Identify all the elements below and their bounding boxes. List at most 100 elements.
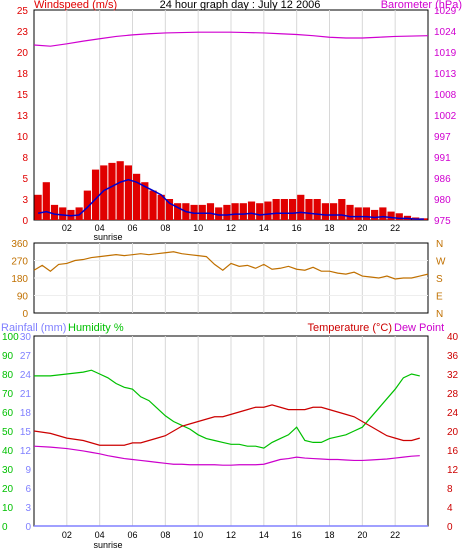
humidity-tick: 0	[2, 522, 8, 533]
temperature-tick: 16	[447, 446, 459, 457]
dew-point-line	[33, 445, 420, 466]
barometer-axis-label: Barometer (hPa)	[381, 0, 462, 11]
wind-peak-bar	[67, 209, 75, 220]
barometer-tick: 1019	[434, 48, 457, 59]
hour-tick: 14	[259, 530, 269, 540]
dew-point-axis-label: Dew Point	[394, 322, 444, 334]
wind-peak-bar	[100, 165, 108, 220]
windspeed-tick: 15	[17, 90, 29, 101]
barometer-tick: 1024	[434, 27, 457, 38]
barometer-tick: 1029	[434, 6, 457, 17]
wind-peak-bar	[165, 199, 174, 220]
sunrise-label-bottom: sunrise	[93, 540, 122, 550]
wind-baro-series	[33, 31, 429, 220]
temperature-tick: 24	[447, 408, 459, 419]
hour-tick: 20	[357, 530, 367, 540]
direction-degree-axis: 0 90 180 270 360	[11, 239, 28, 320]
temp-hour-axis: 02 04 06 08 10 12 14 16 18 20 22	[62, 530, 400, 540]
hour-tick: 06	[127, 530, 137, 540]
humidity-tick: 20	[2, 484, 14, 495]
windspeed-tick: 8	[22, 153, 28, 164]
wind-peak-bar	[256, 203, 264, 220]
humidity-tick: 50	[2, 427, 14, 438]
direction-grid	[34, 243, 428, 313]
rainfall-tick: 6	[25, 484, 31, 495]
wind-peak-bar	[83, 190, 91, 220]
barometer-tick: 991	[434, 153, 451, 164]
rainfall-axis: 0 3 6 9 12 15 18 21 24 27 30	[20, 332, 32, 533]
rainfall-tick: 12	[20, 446, 32, 457]
wind-peak-bar	[330, 203, 338, 220]
wind-peak-bar	[247, 201, 256, 220]
wind-peak-bar	[305, 199, 313, 220]
barometer-line	[33, 31, 429, 47]
barometer-tick: 1008	[434, 90, 457, 101]
windspeed-tick: 3	[22, 195, 28, 206]
rainfall-tick: 27	[20, 351, 32, 362]
rainfall-tick: 15	[20, 427, 32, 438]
wind-peak-bar	[264, 201, 272, 220]
hour-tick: 06	[127, 223, 137, 233]
humidity-line	[34, 369, 420, 449]
barometer-tick: 1002	[434, 111, 457, 122]
barometer-tick: 1013	[434, 69, 457, 80]
humidity-tick: 90	[2, 351, 14, 362]
wind-peak-bar	[346, 204, 354, 220]
windspeed-axis-label: Windspeed (m/s)	[34, 0, 117, 11]
hour-tick: 18	[324, 223, 334, 233]
chart-title: 24 hour graph day : July 12 2006	[160, 0, 321, 11]
wind-peak-bar	[362, 207, 371, 220]
wind-peak-bar	[338, 199, 346, 220]
barometer-tick: 997	[434, 132, 451, 143]
wind-peak-bar	[133, 173, 141, 220]
wind-peak-bar	[198, 204, 206, 220]
hour-tick: 12	[226, 530, 236, 540]
rainfall-tick: 24	[20, 370, 32, 381]
wind-peak-bar	[50, 204, 59, 220]
wind-peak-bar	[149, 190, 157, 220]
temperature-tick: 36	[447, 351, 459, 362]
hour-tick: 10	[193, 530, 203, 540]
humidity-tick: 100	[2, 332, 19, 343]
temp-humid-series	[33, 369, 428, 527]
humidity-tick: 80	[2, 370, 14, 381]
windspeed-tick: 23	[17, 27, 29, 38]
wind-peak-bar	[231, 203, 239, 220]
temperature-tick: 0	[447, 522, 453, 533]
humidity-tick: 10	[2, 503, 14, 514]
wind-peak-bar	[395, 213, 403, 220]
wind-peak-bar	[91, 169, 100, 220]
hour-tick: 12	[226, 223, 236, 233]
windspeed-tick: 0	[22, 216, 28, 227]
temperature-tick: 40	[447, 332, 459, 343]
wind-peak-bar	[124, 165, 132, 220]
humidity-tick: 40	[2, 446, 14, 457]
temperature-tick: 28	[447, 389, 459, 400]
windspeed-axis: 0 3 5 8 10 13 15 18 20 23 25	[17, 6, 29, 227]
humidity-axis: 0 10 20 30 40 50 60 70 80 90 100	[2, 332, 19, 533]
hour-tick: 16	[292, 530, 302, 540]
temperature-axis: 0 4 8 12 16 20 24 28 32 36 40	[447, 332, 459, 533]
rainfall-tick: 21	[20, 389, 32, 400]
wind-peak-bar	[371, 209, 379, 220]
wind-peak-bar	[116, 161, 124, 220]
wind-peak-bar	[108, 162, 116, 220]
wind-peak-bar	[190, 204, 198, 220]
wind-peak-bar	[313, 199, 321, 220]
temp-humid-grid	[66, 336, 396, 526]
direction-series	[33, 251, 429, 280]
direction-degree-tick: 90	[17, 292, 29, 303]
rainfall-tick: 30	[20, 332, 32, 343]
wind-peak-bar	[239, 203, 247, 220]
hour-tick: 22	[390, 530, 400, 540]
wind-direction-line	[33, 251, 429, 280]
hour-tick: 22	[390, 223, 400, 233]
wind-baro-grid	[66, 10, 396, 220]
direction-compass-tick: N	[436, 239, 443, 250]
temperature-tick: 12	[447, 465, 459, 476]
humidity-axis-label: Humidity %	[68, 322, 124, 334]
wind-peak-bar	[354, 207, 362, 220]
